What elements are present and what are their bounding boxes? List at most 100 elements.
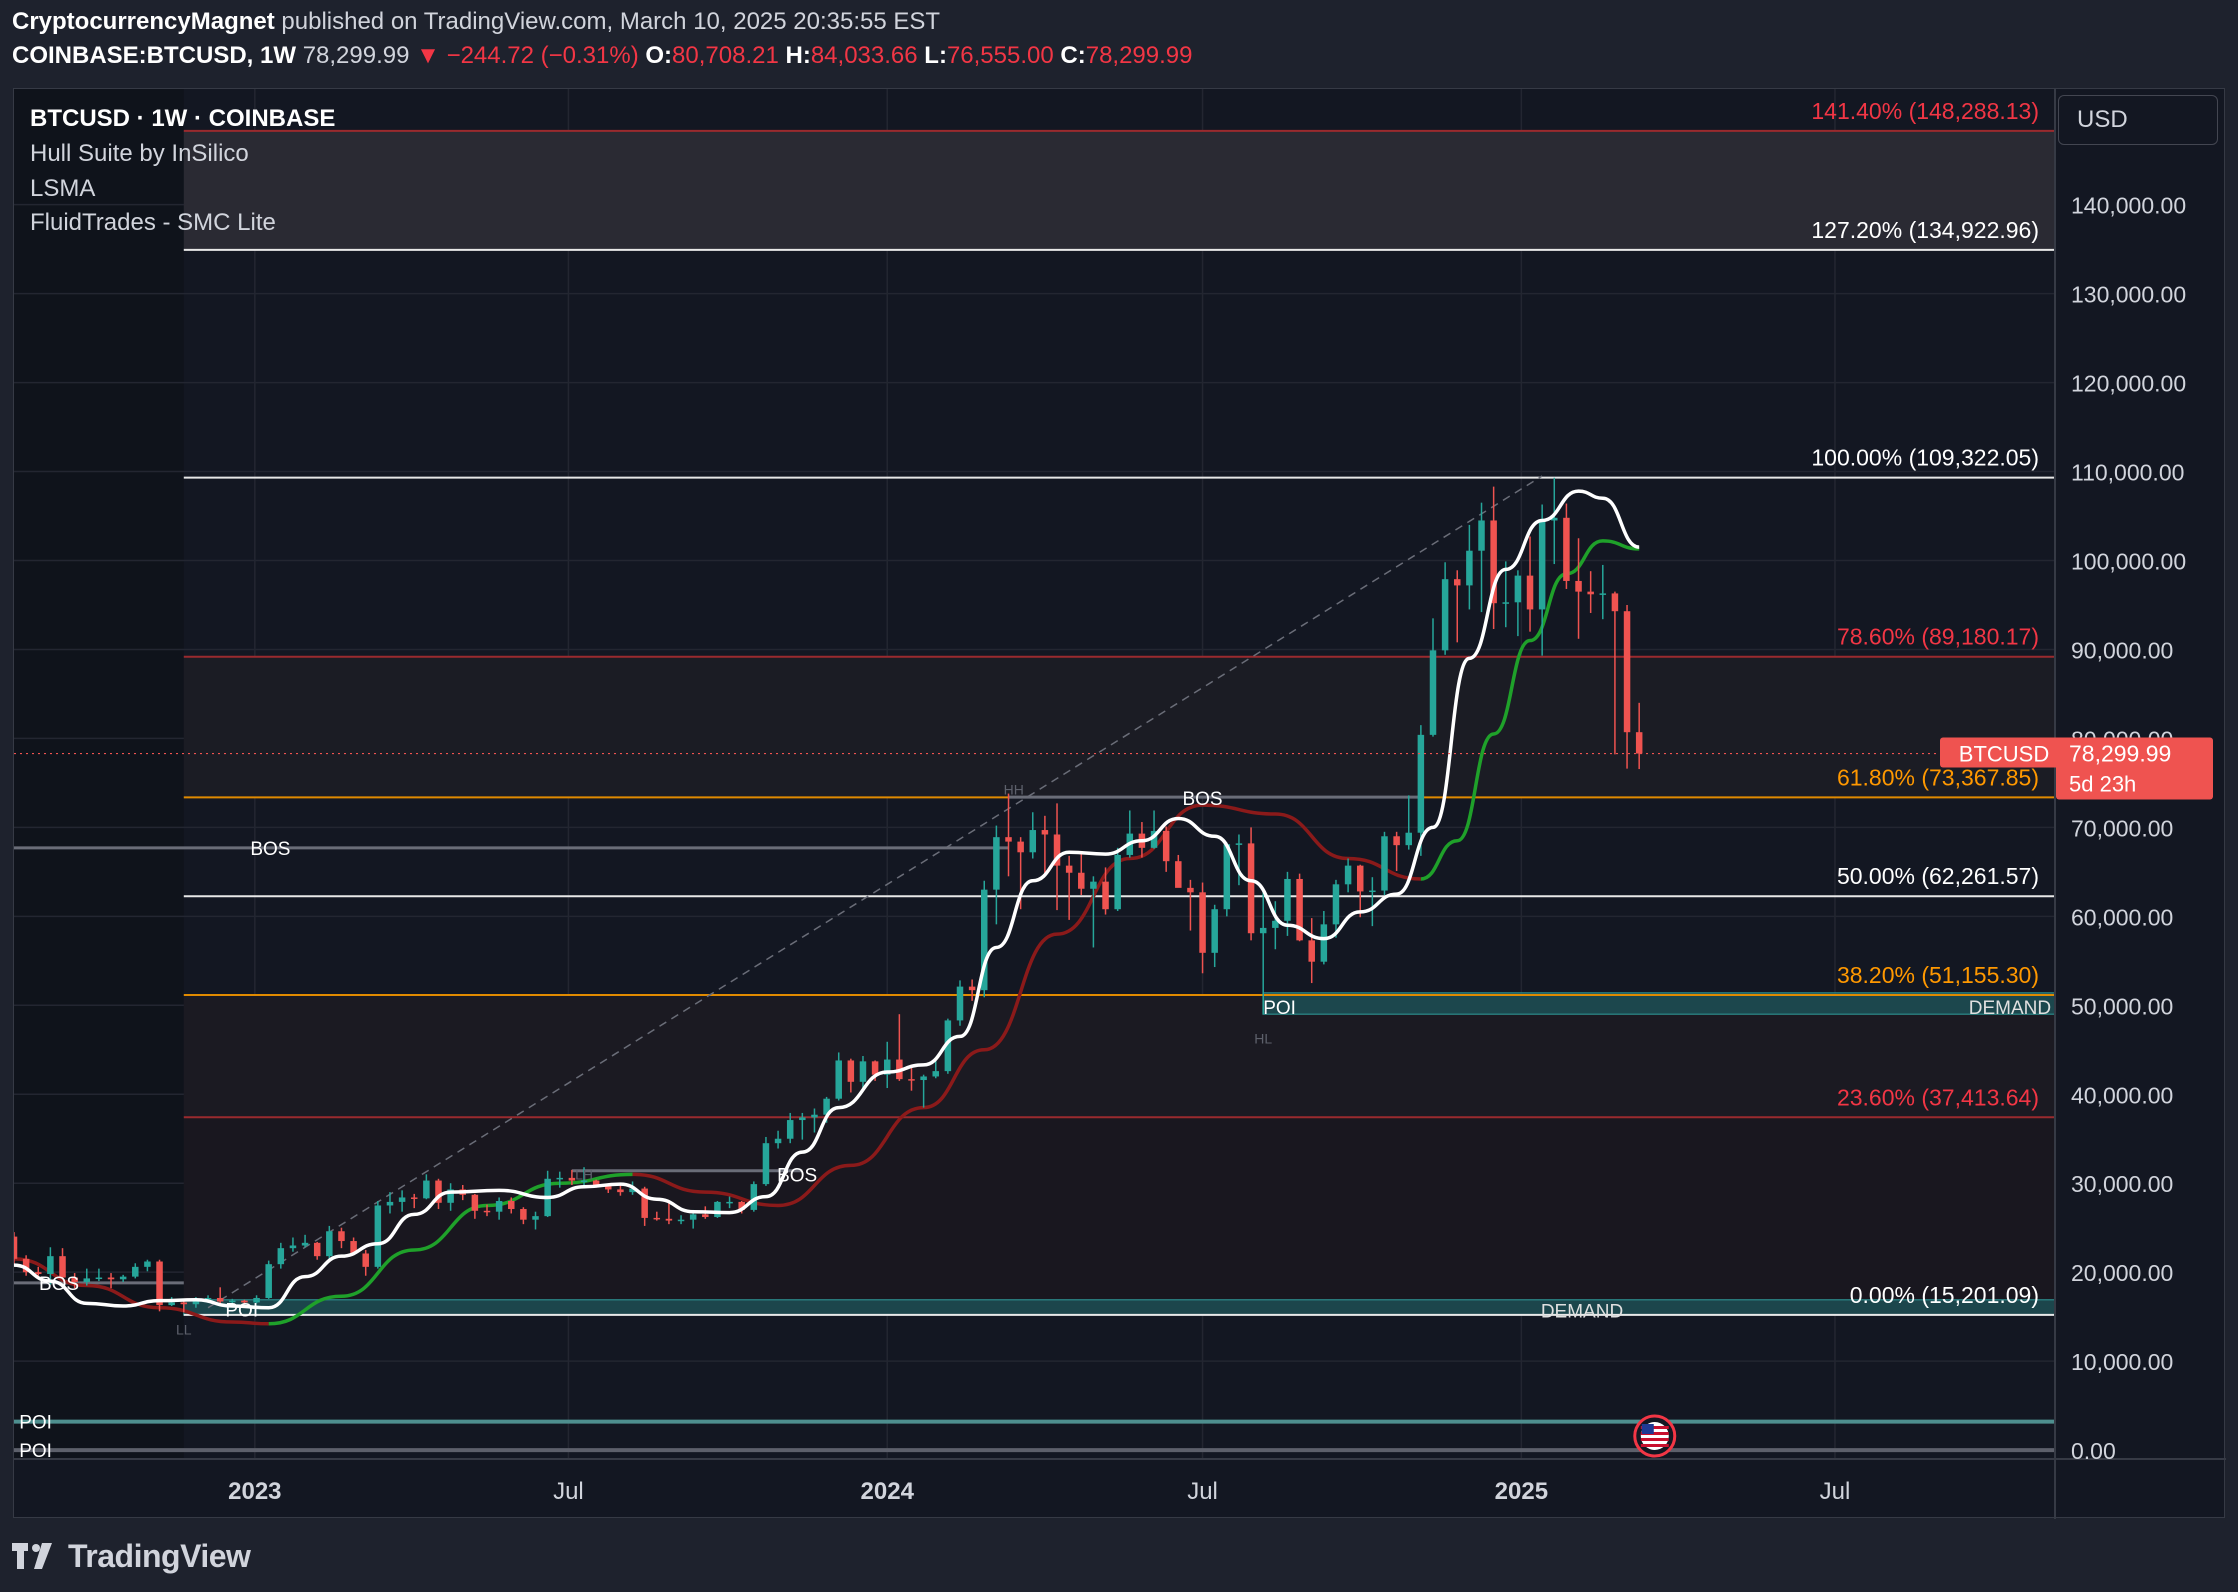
candle-body [350,1241,357,1254]
candle-body [1635,732,1643,754]
candle-body [1514,575,1522,603]
candle-body [774,1138,782,1144]
currency-button[interactable]: USD [2058,95,2218,145]
candle-body [447,1189,454,1203]
candle [1393,831,1400,871]
price-tag-bg [2056,737,2213,800]
candle [641,1186,648,1226]
candle-body [1405,832,1412,846]
candle [1029,812,1037,859]
demand-label: DEMAND [1541,1301,1623,1322]
legend-symbol[interactable]: BTCUSD · 1W · COINBASE [30,105,336,132]
trendline [207,475,1543,1309]
annotation-label: BOS [777,1165,817,1186]
candle-body [702,1214,709,1218]
candle [653,1211,661,1221]
candle-body [629,1188,636,1193]
candle [1114,847,1121,911]
candle-body [1029,830,1037,853]
poi-label: POI [1263,998,1296,1019]
candle-body [313,1242,321,1257]
candle-body [107,1277,115,1280]
candle-body [471,1194,479,1211]
candle-body [483,1210,491,1213]
candle [556,1171,564,1188]
tradingview-brand[interactable]: TradingView [68,1537,251,1574]
candle [447,1183,454,1211]
candle [714,1201,721,1218]
candle [1150,810,1158,849]
lsma-line-up [268,1172,633,1326]
candle-body [568,1177,576,1181]
legend-indicator-smc[interactable]: FluidTrades - SMC Lite [30,209,276,236]
candle [1211,904,1218,968]
candle-body [981,889,988,991]
candle-body [1441,579,1449,651]
candle-body [1065,865,1073,873]
candle [1538,504,1546,656]
symbol-interval[interactable]: COINBASE:BTCUSD, 1W [12,42,297,69]
flag-stripe [1640,1432,1669,1435]
candle [677,1215,685,1225]
candle [253,1295,260,1304]
y-tick-label: 130,000.00 [2071,282,2186,308]
price-chart[interactable]: 141.40% (148,288.13) 127.20% (134,922.96)… [14,89,2226,1519]
candle [1466,524,1473,610]
x-tick-label: 2023 [228,1478,281,1505]
y-tick-label: 100,000.00 [2071,548,2186,574]
poi-label: POI [19,1441,52,1462]
candle [786,1112,794,1144]
candle [1005,793,1012,877]
us-flag-event-icon [1633,1414,1677,1458]
high-value: 84,033.66 [810,42,918,69]
candle-body [738,1201,745,1210]
candle [1175,854,1182,888]
candle [398,1190,406,1212]
publish-date: published on TradingView.com, March 10, … [281,8,941,35]
candle-body [204,1297,212,1300]
legend-indicator-hull[interactable]: Hull Suite by InSilico [30,140,249,167]
candle-body [83,1278,91,1282]
candle [410,1193,418,1209]
price-tag-symbol: BTCUSD [1959,742,2049,767]
candle-body [326,1231,333,1257]
x-tick-label: Jul [1187,1478,1218,1505]
candle [1417,725,1425,856]
open-value: 80,708.21 [672,42,779,69]
candle-body [1502,602,1510,604]
candle-body [1041,830,1049,835]
candle [1369,877,1376,927]
candle-body [726,1201,733,1204]
candle-body [95,1277,103,1280]
candle-body [423,1180,430,1199]
fib-label: 127.20% (134,922.96) [1811,217,2039,243]
annotation-label: BOS [39,1274,79,1295]
close-value: 78,299.99 [1085,42,1193,69]
last-price: 78,299.99 [302,42,410,69]
fib-label: 100.00% (109,322.05) [1811,445,2039,471]
candle-body [1162,830,1170,862]
candle [944,1018,952,1074]
candle [471,1193,479,1219]
y-tick-label: 0.00 [2071,1438,2116,1464]
candle [289,1237,297,1252]
chart-pane[interactable]: 141.40% (148,288.13) 127.20% (134,922.96)… [13,88,2226,1519]
author-name[interactable]: CryptocurrencyMagnet [12,8,275,35]
candle-body [144,1261,151,1267]
candle [144,1259,151,1272]
candle-body [1296,878,1303,941]
candle-body [1587,591,1594,595]
candle [1502,561,1510,628]
candle-body [1381,836,1388,891]
candle [132,1263,139,1279]
candle-body [1223,844,1231,910]
candle [1102,867,1109,915]
candle [835,1052,842,1101]
candle-body [71,1277,78,1282]
legend-indicator-lsma[interactable]: LSMA [30,175,96,202]
candle-body [1526,575,1534,610]
candles [14,477,1643,1313]
swing-label: LH [575,1167,593,1183]
candle-body [119,1276,127,1280]
candle-body [374,1205,382,1267]
